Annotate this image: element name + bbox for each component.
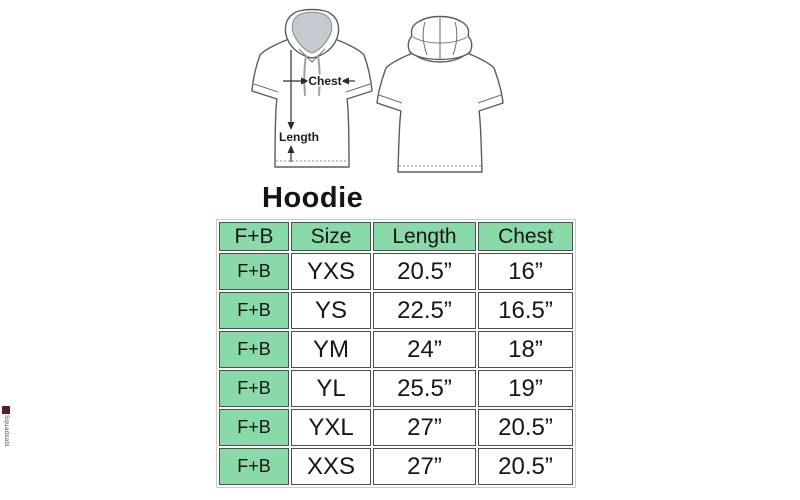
length-arrow-up — [287, 145, 295, 153]
watermark-logo-icon — [2, 406, 10, 414]
size-cell: XXS — [291, 448, 371, 485]
size-cell: YL — [291, 370, 371, 407]
size-cell: YM — [291, 331, 371, 368]
table-header-row: F+B Size Length Chest — [219, 222, 573, 251]
size-cell: YS — [291, 292, 371, 329]
hoodie-back-drawing — [375, 13, 505, 175]
watermark-text: Squadsats — [3, 415, 9, 447]
length-cell: 22.5” — [373, 292, 476, 329]
back-body-outline — [377, 53, 503, 172]
length-arrow-down — [287, 122, 295, 130]
length-cell: 27” — [373, 409, 476, 446]
size-cell: YXL — [291, 409, 371, 446]
table-row: F+B YS 22.5” 16.5” — [219, 292, 573, 329]
fb-cell: F+B — [219, 292, 289, 329]
hoodie-front-drawing: Chest Length — [249, 6, 376, 176]
column-header-length: Length — [373, 222, 476, 251]
table-row: F+B YL 25.5” 19” — [219, 370, 573, 407]
table-row: F+B XXS 27” 20.5” — [219, 448, 573, 485]
chest-cell: 20.5” — [478, 409, 573, 446]
chest-dimension-label: Chest — [308, 74, 341, 88]
chest-cell: 20.5” — [478, 448, 573, 485]
column-header-chest: Chest — [478, 222, 573, 251]
chest-arrow-right — [341, 77, 349, 85]
fb-cell: F+B — [219, 331, 289, 368]
chest-arrow-left — [301, 77, 309, 85]
length-cell: 20.5” — [373, 253, 476, 290]
front-hood-lining — [292, 12, 332, 53]
fb-cell: F+B — [219, 448, 289, 485]
column-header-f-b: F+B — [219, 222, 289, 251]
chest-cell: 16.5” — [478, 292, 573, 329]
chest-cell: 18” — [478, 331, 573, 368]
page-title: Hoodie — [262, 182, 364, 214]
length-cell: 25.5” — [373, 370, 476, 407]
fb-cell: F+B — [219, 409, 289, 446]
length-cell: 27” — [373, 448, 476, 485]
size-cell: YXS — [291, 253, 371, 290]
drawstring-left — [304, 56, 306, 95]
table-row: F+B YM 24” 18” — [219, 331, 573, 368]
drawstring-right — [318, 56, 320, 95]
column-header-size: Size — [291, 222, 371, 251]
length-cell: 24” — [373, 331, 476, 368]
length-dimension-label: Length — [279, 130, 319, 144]
front-body-outline — [252, 39, 372, 167]
watermark: Squadsats — [2, 406, 14, 461]
table-row: F+B YXS 20.5” 16” — [219, 253, 573, 290]
chest-cell: 16” — [478, 253, 573, 290]
size-chart-table: F+B Size Length Chest F+B YXS 20.5” 16” F+B YS 22… — [216, 219, 576, 488]
fb-cell: F+B — [219, 253, 289, 290]
chest-cell: 19” — [478, 370, 573, 407]
table-row: F+B YXL 27” 20.5” — [219, 409, 573, 446]
fb-cell: F+B — [219, 370, 289, 407]
